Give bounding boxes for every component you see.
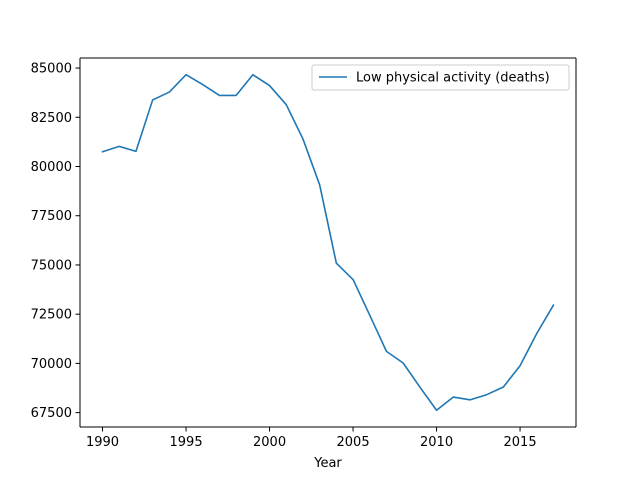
- y-tick-label: 85000: [31, 62, 72, 77]
- y-tick-label: 82500: [31, 111, 72, 126]
- y-tick-label: 70000: [31, 357, 72, 372]
- legend: Low physical activity (deaths): [311, 64, 570, 91]
- x-tick-label: 2015: [504, 435, 537, 450]
- x-tick-label: 2010: [420, 435, 453, 450]
- y-tick-label: 80000: [31, 160, 72, 175]
- x-tick-label: 1995: [170, 435, 203, 450]
- axis-ticks: 1990 1995 2000 2005 2010 2015 67500 70000 72500 7…: [31, 62, 537, 450]
- y-tick-label: 72500: [31, 308, 72, 323]
- legend-box: [311, 64, 570, 91]
- x-tick-label: 1990: [86, 435, 119, 450]
- legend-label: Low physical activity (deaths): [356, 71, 550, 86]
- plot-area: [80, 58, 576, 427]
- x-tick-label: 2005: [337, 435, 370, 450]
- series-line-low-physical-activity: [101, 73, 555, 412]
- y-tick-label: 75000: [31, 258, 72, 273]
- y-tick-label: 77500: [31, 209, 72, 224]
- plot-frame: [79, 57, 577, 428]
- x-axis-title: Year: [313, 456, 342, 471]
- y-tick-label: 67500: [31, 406, 72, 421]
- x-tick-label: 2000: [253, 435, 286, 450]
